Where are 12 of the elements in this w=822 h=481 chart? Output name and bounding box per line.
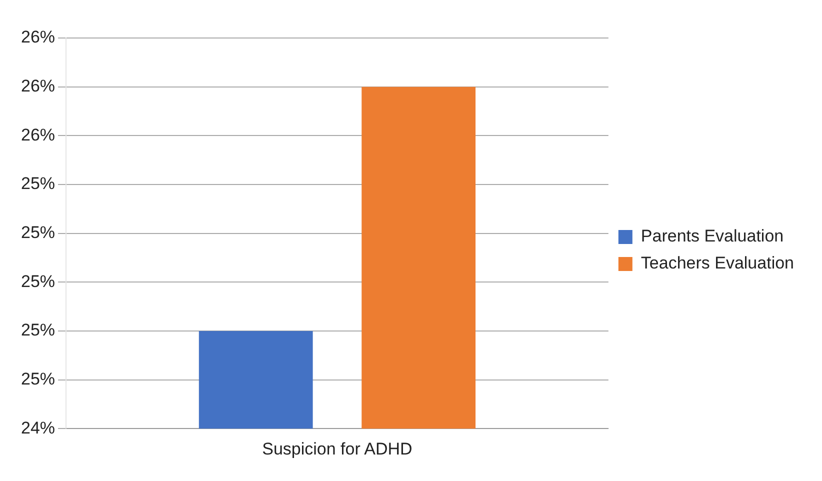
y-tick-label: 26%	[20, 125, 56, 144]
legend-label: Parents Evaluation	[640, 226, 784, 246]
x-tick-label: Suspicion for ADHD	[262, 439, 412, 458]
y-tick-label: 25%	[20, 369, 56, 388]
y-tick-label: 25%	[20, 272, 56, 291]
y-tick-label: 25%	[20, 174, 56, 194]
y-tick-label: 26%	[20, 28, 56, 47]
y-tick-label: 24%	[20, 418, 56, 438]
y-tick-label: 26%	[20, 76, 56, 96]
legend-label: Teachers Evaluation	[640, 254, 794, 273]
y-tick-label: 25%	[20, 320, 56, 340]
y-tick-label: 25%	[20, 222, 56, 242]
